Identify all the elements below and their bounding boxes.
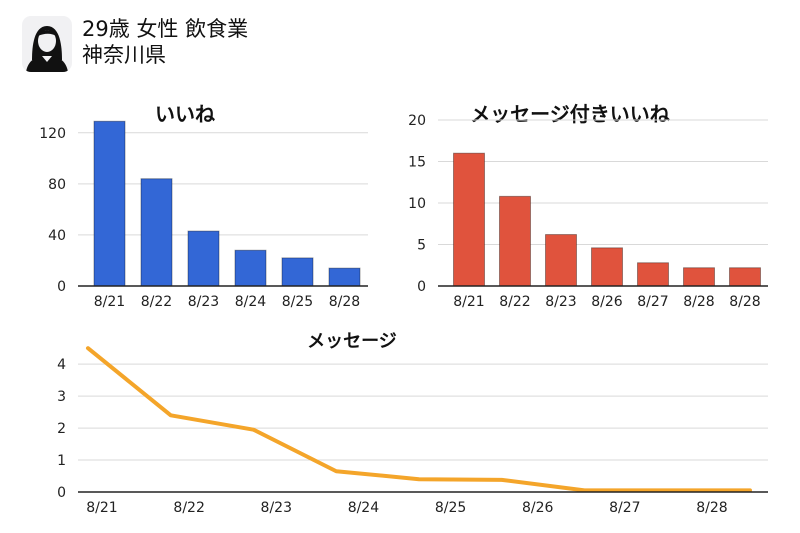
- chart2-xtick-label: 8/28: [683, 294, 714, 310]
- chart1-ytick-label: 80: [48, 177, 66, 193]
- chart2-bar: [591, 247, 623, 287]
- chart2-xtick-label: 8/27: [637, 294, 668, 310]
- chart3-xtick-label: 8/28: [696, 500, 727, 516]
- chart2-ytick-label: 20: [408, 113, 426, 129]
- chart1-bar: [140, 178, 173, 287]
- chart1-bar: [234, 249, 267, 287]
- chart3-xtick-label: 8/25: [435, 500, 466, 516]
- chart1-bar: [281, 257, 314, 287]
- chart1-xtick-label: 8/25: [282, 294, 313, 310]
- chart2-xtick-label: 8/28: [729, 294, 760, 310]
- chart2-xtick-label: 8/26: [591, 294, 623, 310]
- chart2-ytick-label: 15: [408, 155, 426, 171]
- chart3-ytick-label: 3: [57, 389, 66, 405]
- chart1-title: いいね: [155, 102, 215, 126]
- chart1-xtick-label: 8/21: [94, 294, 125, 310]
- chart2-bar: [545, 234, 577, 287]
- chart3-xtick-label: 8/22: [173, 500, 204, 516]
- chart2-ytick-label: 5: [417, 238, 426, 254]
- chart3-series-line: [86, 346, 752, 493]
- chart2-bar: [683, 267, 715, 287]
- chart3-ytick-label: 1: [57, 453, 66, 469]
- chart2-bar: [499, 195, 531, 287]
- chart1-xtick-label: 8/23: [188, 294, 219, 310]
- profile-summary: 29歳 女性 飲食業: [82, 17, 249, 41]
- chart2-xtick-label: 8/21: [453, 294, 484, 310]
- chart2-bar: [637, 262, 669, 287]
- profile-location: 神奈川県: [82, 43, 166, 67]
- chart3-xtick-label: 8/24: [348, 500, 380, 516]
- chart3-xtick-label: 8/23: [261, 500, 292, 516]
- chart1-bar: [187, 230, 220, 287]
- chart2-xtick-label: 8/22: [499, 294, 530, 310]
- user-female-icon: [22, 16, 72, 72]
- chart2-title: メッセージ付きいいね: [470, 102, 670, 126]
- chart1-bar: [328, 267, 361, 287]
- chart2-bar: [729, 267, 761, 287]
- chart1-ytick-label: 40: [48, 228, 66, 244]
- chart3-xtick-label: 8/27: [609, 500, 640, 516]
- chart3-ytick-label: 4: [57, 357, 66, 373]
- chart3-title: メッセージ: [307, 331, 397, 352]
- profile-header: 29歳 女性 飲食業 神奈川県: [22, 16, 248, 72]
- chart1-xtick-label: 8/24: [235, 294, 267, 310]
- chart3-xtick-label: 8/26: [522, 500, 554, 516]
- chart1-bar: [93, 120, 126, 287]
- chart2-bar: [453, 152, 485, 287]
- chart3-ytick-label: 2: [57, 421, 66, 437]
- chart2-ytick-label: 10: [408, 196, 426, 212]
- chart1-xtick-label: 8/28: [329, 294, 360, 310]
- chart3-xtick-label: 8/21: [86, 500, 117, 516]
- chart3-ytick-label: 0: [57, 485, 66, 501]
- chart1-ytick-label: 120: [39, 126, 66, 142]
- chart2-ytick-label: 0: [417, 279, 426, 295]
- chart1-xtick-label: 8/22: [141, 294, 172, 310]
- chart1-ytick-label: 0: [57, 279, 66, 295]
- chart2-xtick-label: 8/23: [545, 294, 576, 310]
